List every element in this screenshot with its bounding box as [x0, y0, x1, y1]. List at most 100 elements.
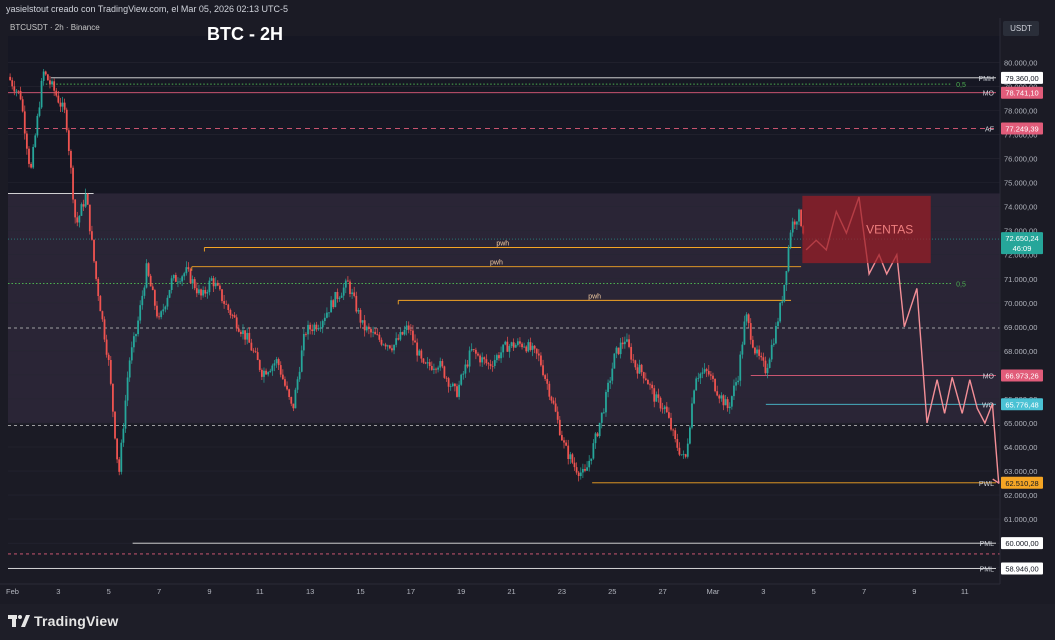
candle-body-4 — [17, 90, 20, 92]
candle-body-361 — [766, 367, 769, 374]
price-tick-label-9: 68.000,00 — [1004, 347, 1037, 356]
candle-body-43 — [99, 296, 102, 312]
btc-price-chart[interactable]: 0,5 0,5 PMH MO AF MO WO PWL PML PML pwh pwh pwh VENT… — [0, 18, 1055, 604]
candle-body-11 — [32, 146, 35, 168]
candle-body-204 — [437, 367, 440, 370]
candle-body-305 — [649, 384, 651, 386]
candle-body-301 — [640, 364, 643, 373]
candle-body-234 — [500, 352, 502, 359]
candle-body-310 — [659, 397, 662, 409]
chart-caption-bar: yasielstout creado con TradingView.com, … — [0, 0, 1055, 18]
candle-body-350 — [743, 321, 746, 345]
candle-body-257 — [548, 383, 551, 397]
candle-body-127 — [275, 359, 278, 364]
tradingview-brand[interactable]: TradingView — [8, 613, 118, 629]
candle-body-68 — [151, 286, 154, 291]
candle-body-291 — [619, 342, 622, 355]
candle-body-223 — [477, 353, 479, 356]
candle-body-63 — [141, 295, 144, 306]
candle-body-46 — [105, 339, 108, 355]
price-tick-label-19: 78.000,00 — [1004, 107, 1037, 116]
candle-body-364 — [772, 343, 775, 345]
candle-body-88 — [193, 279, 196, 289]
candle-body-120 — [260, 369, 263, 377]
candle-body-156 — [336, 291, 339, 299]
candle-body-238 — [508, 346, 511, 352]
candle-body-67 — [149, 275, 152, 287]
candle-body-140 — [302, 333, 305, 351]
level-price-label-1: 78.741,10 — [1005, 89, 1038, 98]
candle-body-183 — [393, 344, 395, 351]
candle-body-93 — [204, 290, 207, 294]
candle-body-172 — [370, 329, 372, 333]
candle-body-107 — [233, 315, 236, 318]
candle-body-320 — [680, 454, 683, 456]
candle-body-73 — [162, 309, 165, 312]
candle-body-5 — [19, 90, 22, 100]
candle-body-258 — [550, 396, 553, 401]
candle-body-247 — [527, 342, 530, 352]
candle-body-164 — [353, 292, 356, 296]
time-tick-label-3: 7 — [157, 587, 161, 596]
candle-body-28 — [67, 130, 70, 151]
candle-body-165 — [355, 295, 358, 312]
candle-body-35 — [82, 204, 85, 207]
candle-body-269 — [573, 462, 576, 468]
candle-body-309 — [657, 394, 660, 398]
candle-body-81 — [179, 281, 181, 283]
price-tick-label-17: 76.000,00 — [1004, 155, 1037, 164]
candle-body-155 — [334, 291, 337, 308]
price-tick-label-21: 80.000,00 — [1004, 58, 1037, 67]
level-tag-mo-3: MO — [983, 374, 995, 381]
candle-body-154 — [332, 300, 335, 308]
candle-body-169 — [363, 320, 366, 331]
candle-body-176 — [378, 334, 381, 340]
candle-body-199 — [426, 362, 429, 364]
candle-body-242 — [516, 341, 519, 345]
candle-body-338 — [718, 395, 721, 399]
candle-body-48 — [109, 360, 112, 384]
candle-body-18 — [46, 74, 49, 81]
candle-body-54 — [122, 428, 125, 443]
candle-body-142 — [307, 324, 309, 335]
candle-body-137 — [296, 379, 299, 390]
candle-body-77 — [170, 278, 173, 291]
level-tag-mo-1: MO — [983, 91, 995, 98]
time-tick-label-7: 15 — [356, 587, 364, 596]
candle-body-75 — [166, 297, 169, 307]
candle-body-158 — [340, 295, 343, 298]
candle-body-259 — [552, 400, 555, 404]
candle-body-57 — [128, 360, 131, 378]
candle-body-96 — [210, 278, 213, 281]
candle-body-221 — [472, 349, 475, 350]
candle-body-171 — [367, 326, 370, 330]
candle-body-3 — [15, 90, 18, 92]
candle-body-246 — [525, 346, 528, 352]
candle-body-313 — [665, 406, 668, 413]
price-tick-label-12: 71.000,00 — [1004, 275, 1037, 284]
candle-body-151 — [326, 312, 328, 318]
candle-body-180 — [386, 345, 389, 347]
candle-body-207 — [443, 366, 446, 378]
candle-body-33 — [78, 215, 81, 223]
candle-body-333 — [707, 370, 710, 375]
candle-body-134 — [290, 396, 293, 404]
price-tick-label-14: 73.000,00 — [1004, 227, 1037, 236]
candle-body-109 — [237, 328, 240, 332]
level-price-label-0: 79.360,00 — [1005, 74, 1038, 83]
candle-body-195 — [418, 350, 421, 356]
candle-body-175 — [376, 334, 379, 336]
candle-body-345 — [733, 385, 735, 397]
candle-body-92 — [202, 290, 205, 296]
candle-body-288 — [613, 353, 616, 369]
candle-body-358 — [760, 355, 763, 358]
currency-label: USDT — [1010, 24, 1032, 33]
candle-body-168 — [361, 320, 364, 323]
candle-body-228 — [487, 363, 490, 365]
candle-body-95 — [208, 280, 211, 293]
current-price-label: 72.650,24 — [1005, 234, 1038, 243]
candle-body-241 — [514, 344, 517, 348]
candle-body-355 — [754, 347, 756, 354]
candle-body-362 — [768, 359, 771, 368]
candle-body-229 — [489, 364, 492, 366]
